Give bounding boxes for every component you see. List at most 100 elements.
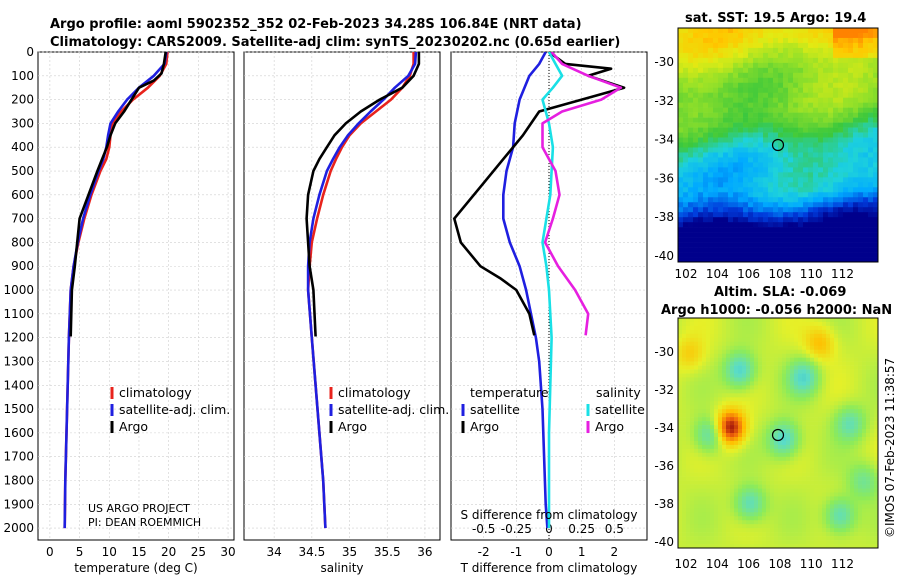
sla-cell bbox=[790, 512, 795, 517]
sla-cell bbox=[742, 393, 747, 398]
sla-cell bbox=[798, 504, 803, 509]
sst-cell bbox=[698, 232, 704, 238]
sla-cell bbox=[778, 341, 783, 347]
sla-cell bbox=[678, 429, 683, 434]
sst-cell bbox=[728, 217, 734, 223]
sst-cell bbox=[743, 82, 749, 89]
sst-cell bbox=[853, 137, 859, 143]
sla-cell bbox=[814, 417, 819, 422]
sla-cell bbox=[742, 532, 747, 537]
sst-cell bbox=[703, 42, 709, 49]
sst-cell bbox=[813, 87, 819, 94]
sla-cell bbox=[782, 421, 787, 426]
sla-cell bbox=[722, 528, 727, 533]
sla-cell bbox=[746, 468, 751, 473]
sst-cell bbox=[833, 72, 839, 79]
sla-cell bbox=[798, 425, 803, 430]
sst-cell bbox=[833, 102, 839, 108]
sst-cell bbox=[748, 177, 754, 183]
sla-cell bbox=[790, 397, 795, 402]
sst-cell bbox=[698, 177, 704, 183]
sla-cell bbox=[678, 365, 683, 370]
sla-cell bbox=[754, 500, 759, 505]
sst-cell bbox=[748, 247, 754, 253]
sst-cell bbox=[678, 167, 684, 173]
sla-cell bbox=[714, 544, 719, 549]
sla-cell bbox=[814, 504, 819, 509]
map-lat-tick: -40 bbox=[654, 249, 674, 263]
sla-cell bbox=[870, 413, 875, 418]
sla-cell bbox=[794, 464, 799, 469]
sst-cell bbox=[723, 132, 729, 138]
sst-cell bbox=[808, 232, 814, 238]
sla-cell bbox=[762, 472, 767, 477]
sla-cell bbox=[710, 472, 715, 477]
sla-cell bbox=[794, 448, 799, 454]
sst-cell bbox=[698, 112, 704, 118]
sla-cell bbox=[714, 429, 719, 434]
sla-cell bbox=[834, 508, 839, 513]
sst-cell bbox=[838, 257, 844, 263]
sla-cell bbox=[774, 361, 779, 366]
sst-cell bbox=[763, 152, 769, 158]
sla-cell bbox=[770, 353, 775, 358]
sst-cell bbox=[753, 237, 759, 243]
sst-cell bbox=[743, 197, 749, 203]
sla-cell bbox=[806, 436, 811, 442]
sla-cell bbox=[850, 472, 855, 477]
sla-cell bbox=[862, 357, 867, 362]
sst-cell bbox=[828, 87, 834, 94]
sla-cell bbox=[814, 500, 819, 505]
sst-cell bbox=[693, 132, 699, 138]
sla-cell bbox=[802, 318, 807, 323]
map-lon-tick: 110 bbox=[800, 267, 823, 281]
sst-cell bbox=[848, 77, 854, 84]
sst-cell bbox=[818, 92, 824, 98]
sla-cell bbox=[866, 440, 871, 446]
sla-cell bbox=[826, 429, 831, 434]
sla-cell bbox=[822, 468, 827, 473]
sst-cell bbox=[723, 42, 729, 49]
sla-cell bbox=[682, 468, 687, 473]
sla-cell bbox=[750, 476, 755, 481]
sst-cell bbox=[733, 137, 739, 143]
sst-cell bbox=[868, 102, 874, 108]
sst-cell bbox=[693, 252, 699, 258]
sst-cell bbox=[873, 42, 879, 49]
sla-cell bbox=[862, 318, 867, 323]
sst-cell bbox=[818, 87, 824, 94]
sst-cell bbox=[868, 177, 874, 183]
sla-cell bbox=[766, 480, 771, 485]
sla-cell bbox=[758, 544, 763, 549]
sst-cell bbox=[693, 137, 699, 143]
sla-cell bbox=[834, 500, 839, 505]
sla-cell bbox=[846, 417, 851, 422]
sst-cell bbox=[778, 152, 784, 158]
sla-cell bbox=[854, 528, 859, 533]
sla-cell bbox=[866, 393, 871, 398]
sla-cell bbox=[802, 337, 807, 343]
sst-cell bbox=[863, 197, 869, 203]
sla-cell bbox=[758, 413, 763, 418]
sla-cell bbox=[830, 353, 835, 358]
sla-cell bbox=[694, 508, 699, 513]
sst-cell bbox=[718, 137, 724, 143]
sla-cell bbox=[810, 452, 815, 458]
sla-cell bbox=[774, 496, 779, 501]
sla-cell bbox=[694, 429, 699, 434]
sst-cell bbox=[873, 82, 879, 89]
sla-cell bbox=[690, 516, 695, 521]
sla-cell bbox=[838, 417, 843, 422]
sla-cell bbox=[726, 349, 731, 354]
sla-cell bbox=[786, 433, 791, 438]
sla-cell bbox=[702, 393, 707, 398]
sst-cell bbox=[833, 112, 839, 118]
sla-cell bbox=[830, 357, 835, 362]
sla-cell bbox=[794, 452, 799, 458]
sla-cell bbox=[782, 472, 787, 477]
sst-cell bbox=[813, 92, 819, 98]
sla-cell bbox=[830, 456, 835, 462]
sst-cell bbox=[728, 242, 734, 248]
sla-cell bbox=[822, 381, 827, 386]
sst-cell bbox=[828, 112, 834, 118]
